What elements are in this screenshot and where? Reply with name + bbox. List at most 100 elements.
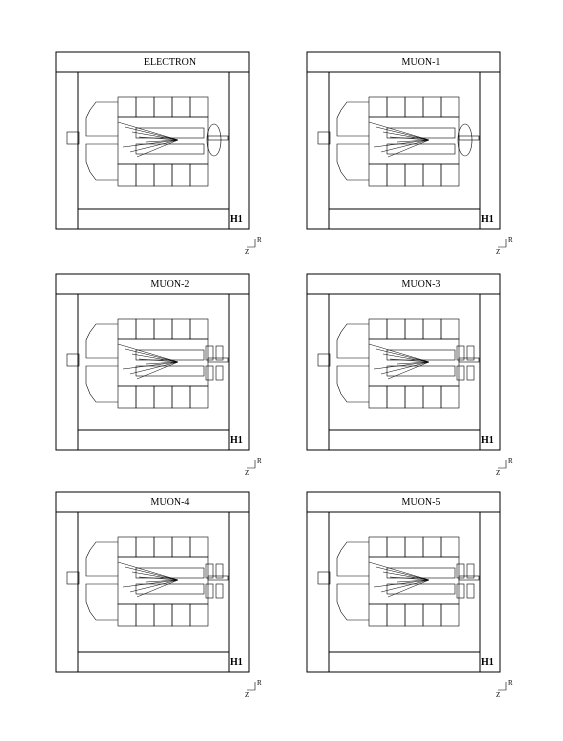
beam-pipe xyxy=(207,135,229,141)
detector xyxy=(317,536,480,627)
track xyxy=(396,361,430,365)
track xyxy=(382,571,430,581)
small-box xyxy=(317,353,331,367)
muon-box xyxy=(456,365,465,381)
small-box xyxy=(66,353,80,367)
tracker xyxy=(386,127,456,139)
track xyxy=(389,358,430,363)
track xyxy=(131,353,179,363)
axis-z: Z xyxy=(496,691,500,699)
calo-cell xyxy=(404,318,424,340)
calo-cell xyxy=(422,385,442,409)
panel-frame xyxy=(55,273,250,451)
muon-box xyxy=(466,365,475,381)
track xyxy=(129,139,179,153)
track xyxy=(122,139,179,148)
axis-arrows xyxy=(247,239,256,248)
h1-logo: H1 xyxy=(230,214,243,225)
tracker xyxy=(386,365,456,377)
track xyxy=(136,579,179,598)
detector xyxy=(317,96,480,187)
calo-cell xyxy=(153,603,173,627)
track xyxy=(124,566,179,581)
calo-cell xyxy=(386,603,406,627)
endcap xyxy=(85,541,118,621)
calo-cell xyxy=(440,603,460,627)
track xyxy=(373,361,430,370)
calo-cell xyxy=(404,536,424,558)
h1-logo: H1 xyxy=(230,435,243,446)
calo-cell xyxy=(171,603,191,627)
track xyxy=(396,139,430,143)
h1-logo: H1 xyxy=(230,657,243,668)
axis-r: R xyxy=(508,679,513,687)
track xyxy=(389,576,430,581)
calo-cell xyxy=(117,163,137,187)
endcap xyxy=(336,101,369,181)
tracker xyxy=(386,583,456,595)
axis-key: ZR xyxy=(496,679,513,699)
track xyxy=(117,121,179,141)
endcap xyxy=(85,323,118,403)
calo-cell xyxy=(404,163,424,187)
calo-cell xyxy=(368,318,388,340)
calo-cell xyxy=(171,163,191,187)
tracker xyxy=(135,365,205,377)
track xyxy=(387,579,430,598)
tracker xyxy=(386,349,456,361)
detector xyxy=(66,318,229,409)
calo-cell xyxy=(117,385,137,409)
calo-cell xyxy=(153,536,173,558)
calo-cell xyxy=(368,96,388,118)
calo-cell xyxy=(440,163,460,187)
track xyxy=(382,353,430,363)
calo-cell xyxy=(386,96,406,118)
h1-logo: H1 xyxy=(481,657,494,668)
muon-box xyxy=(205,365,214,381)
muon-box xyxy=(205,345,214,361)
axis-arrows xyxy=(498,460,507,469)
calo-cell xyxy=(404,385,424,409)
small-box xyxy=(317,131,331,145)
track xyxy=(380,361,430,375)
muon-box xyxy=(466,563,475,579)
calo-cell xyxy=(135,318,155,340)
track xyxy=(375,348,430,363)
panel-title: ELECTRON xyxy=(144,57,196,68)
axis-key: ZR xyxy=(245,236,262,256)
calo-cell xyxy=(422,96,442,118)
track xyxy=(131,131,179,141)
track xyxy=(375,126,430,141)
track xyxy=(124,126,179,141)
calo-cell xyxy=(135,96,155,118)
small-box xyxy=(66,131,80,145)
track xyxy=(373,139,430,148)
axis-r: R xyxy=(257,679,262,687)
calo-cell xyxy=(422,163,442,187)
calo-band xyxy=(117,556,209,605)
track xyxy=(368,561,430,581)
calo-cell xyxy=(153,96,173,118)
panel-title: MUON-4 xyxy=(151,497,190,508)
muon-box xyxy=(205,563,214,579)
track xyxy=(373,579,430,588)
axis-z: Z xyxy=(496,248,500,256)
calo-band xyxy=(117,338,209,387)
axis-arrows xyxy=(247,460,256,469)
calo-cell xyxy=(171,385,191,409)
calo-cell xyxy=(386,318,406,340)
calo-cell xyxy=(135,603,155,627)
track xyxy=(380,139,430,153)
calo-cell xyxy=(117,96,137,118)
panel-frame xyxy=(306,491,501,673)
axis-arrows xyxy=(247,682,256,691)
axis-key: ZR xyxy=(245,457,262,477)
calo-cell xyxy=(368,385,388,409)
track xyxy=(387,361,430,380)
axis-z: Z xyxy=(245,469,249,477)
tracker xyxy=(386,143,456,155)
tracker xyxy=(135,143,205,155)
muon-box xyxy=(456,583,465,599)
track xyxy=(131,571,179,581)
